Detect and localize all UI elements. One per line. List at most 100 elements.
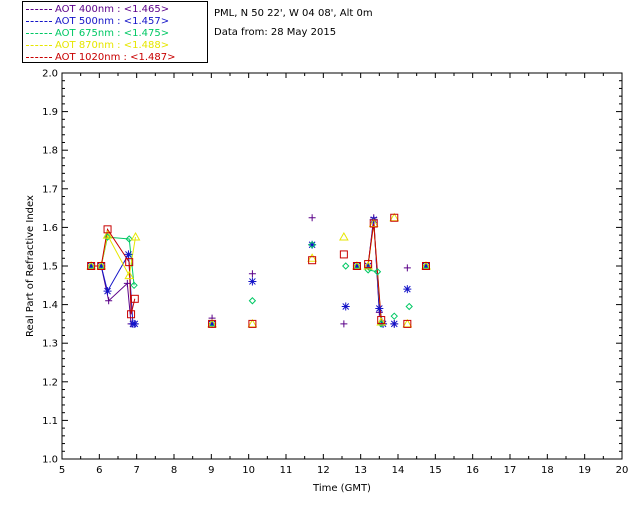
- data-point-diamond: [390, 312, 398, 320]
- data-point-star: [375, 304, 384, 313]
- data-point-square: [403, 319, 412, 328]
- data-point-triangle: [130, 232, 141, 241]
- legend-label: AOT 675nm : <1.475>: [55, 28, 170, 39]
- x-tick-label: 15: [429, 465, 442, 476]
- x-tick-label: 18: [541, 465, 554, 476]
- data-point-square: [377, 316, 386, 325]
- y-tick-label: 1.6: [42, 223, 58, 234]
- data-point-square: [369, 219, 378, 228]
- data-point-star: [403, 285, 412, 294]
- y-tick-label: 1.1: [42, 416, 58, 427]
- data-point-diamond: [130, 281, 138, 290]
- x-tick-label: 11: [280, 465, 293, 476]
- legend-line-swatch: [26, 32, 52, 34]
- x-tick-label: 20: [616, 465, 629, 476]
- date-info: Data from: 28 May 2015: [214, 27, 337, 38]
- x-tick-label: 9: [208, 465, 214, 476]
- x-tick-label: 6: [96, 465, 102, 476]
- data-point-diamond: [342, 262, 350, 270]
- data-point-square: [308, 256, 317, 265]
- data-point-star: [422, 262, 430, 270]
- data-point-square: [339, 250, 348, 259]
- x-tick-label: 10: [242, 465, 255, 476]
- y-tick-label: 1.9: [42, 107, 58, 118]
- y-tick-label: 1.5: [42, 262, 58, 273]
- data-point-square: [390, 213, 399, 222]
- data-point-triangle: [102, 230, 113, 239]
- data-point-triangle: [307, 253, 317, 262]
- data-point-star: [130, 319, 139, 328]
- data-point-star: [308, 240, 317, 249]
- data-point-star: [208, 319, 217, 328]
- legend-item: AOT 1020nm : <1.487>: [26, 52, 175, 64]
- data-point-plus: [105, 297, 113, 305]
- data-point-plus: [340, 320, 348, 328]
- data-point-square: [422, 262, 430, 270]
- data-point-diamond: [308, 241, 316, 249]
- x-tick-label: 8: [171, 465, 177, 476]
- data-point-plus: [308, 214, 316, 222]
- data-point-plus: [123, 279, 131, 287]
- data-point-triangle: [376, 316, 387, 326]
- data-point-square: [103, 225, 112, 234]
- x-tick-label: 14: [392, 465, 405, 476]
- data-point-plus: [403, 264, 411, 272]
- y-tick-label: 1.2: [42, 377, 58, 388]
- legend-label: AOT 870nm : <1.488>: [55, 40, 170, 51]
- y-tick-label: 1.7: [42, 184, 58, 195]
- data-point-diamond: [405, 302, 413, 311]
- data-point-square: [208, 319, 217, 328]
- data-point-square: [248, 319, 257, 328]
- data-point-star: [248, 277, 257, 286]
- data-point-star: [364, 262, 373, 270]
- data-point-square: [364, 260, 373, 269]
- legend: AOT 400nm : <1.465> AOT 500nm : <1.457> …: [22, 1, 208, 63]
- legend-line-swatch: [26, 20, 52, 22]
- x-axis-label: Time (GMT): [312, 483, 371, 494]
- data-point-triangle: [402, 318, 413, 328]
- data-point-star: [87, 262, 96, 270]
- legend-item: AOT 870nm : <1.488>: [26, 40, 169, 52]
- data-point-star: [97, 262, 106, 270]
- y-tick-label: 2.0: [42, 69, 58, 80]
- legend-item: AOT 400nm : <1.465>: [26, 4, 169, 16]
- data-point-star: [390, 319, 399, 328]
- legend-label: AOT 500nm : <1.457>: [55, 16, 170, 27]
- data-point-square: [130, 294, 139, 303]
- data-point-diamond: [373, 268, 382, 276]
- legend-line-swatch: [26, 44, 52, 46]
- site-info: PML, N 50 22', W 04 08', Alt 0m: [214, 8, 373, 19]
- data-point-triangle: [339, 232, 349, 241]
- series-line: [91, 227, 136, 315]
- data-point-diamond: [248, 297, 257, 305]
- y-tick-label: 1.4: [42, 300, 58, 311]
- data-point-square: [352, 262, 361, 270]
- x-tick-label: 19: [578, 465, 591, 476]
- legend-line-swatch: [26, 56, 52, 58]
- legend-item: AOT 675nm : <1.475>: [26, 28, 169, 40]
- y-tick-label: 1.8: [42, 146, 58, 157]
- x-tick-label: 12: [317, 465, 330, 476]
- data-point-square: [125, 258, 134, 267]
- data-point-star: [341, 302, 350, 311]
- x-tick-label: 16: [466, 465, 479, 476]
- data-point-star: [352, 262, 361, 270]
- data-point-diamond: [103, 233, 112, 241]
- data-point-triangle: [389, 212, 400, 222]
- x-tick-label: 7: [133, 465, 139, 476]
- x-tick-label: 5: [59, 465, 65, 476]
- data-point-square: [97, 262, 106, 270]
- y-axis-label: Real Part of Refractive Index: [25, 195, 36, 337]
- data-point-square: [87, 262, 96, 270]
- y-tick-label: 1.3: [42, 339, 58, 350]
- data-point-triangle: [363, 260, 373, 270]
- data-point-square: [127, 310, 136, 319]
- data-point-diamond: [125, 235, 133, 243]
- data-point-diamond: [377, 320, 385, 328]
- legend-item: AOT 500nm : <1.457>: [26, 16, 169, 28]
- legend-label: AOT 400nm : <1.465>: [55, 4, 170, 15]
- data-point-star: [103, 287, 112, 296]
- x-tick-label: 13: [354, 465, 367, 476]
- plot-frame: [61, 72, 623, 460]
